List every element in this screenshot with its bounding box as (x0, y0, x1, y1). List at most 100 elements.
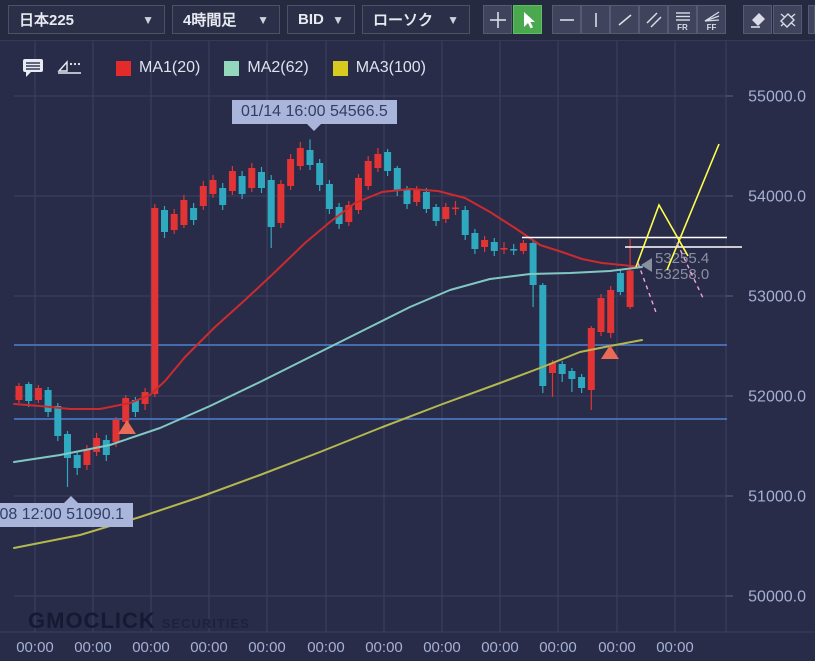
x-axis-label: 00:00 (365, 639, 403, 656)
symbol-label: 日本225 (19, 12, 75, 29)
candle-body (422, 192, 430, 209)
trend-marker-icon-button[interactable] (56, 58, 82, 78)
chevron-down-icon: ▼ (447, 12, 459, 27)
timeframe-select[interactable]: 4時間足 ▼ (172, 5, 280, 34)
brand-watermark: GMOCLICK SECURITIES (28, 608, 250, 634)
candle-body (248, 168, 256, 188)
horizontal-line-button[interactable] (552, 5, 581, 34)
chevron-down-icon: ▼ (332, 12, 344, 27)
indicator-legend: MA1(20) MA2(62) MA3(100) (22, 57, 426, 79)
yellow-zigzag-line (635, 203, 689, 268)
candle-body (325, 184, 333, 209)
low-tooltip-text: /08 12:00 51090.1 (0, 506, 125, 523)
current-price-pointer (641, 258, 652, 272)
candle-body (364, 161, 372, 186)
erase-all-icon (779, 12, 795, 28)
comment-icon-button[interactable] (22, 57, 46, 79)
candle-body (151, 208, 159, 394)
toolbar: 日本225 ▼ 4時間足 ▼ BID ▼ ローソク ▼ (0, 0, 815, 41)
x-axis-label: 00:00 (248, 639, 286, 656)
candle-body (626, 270, 634, 307)
ma1-line (13, 188, 641, 410)
trend-marker-icon (57, 60, 81, 74)
fibonacci-retracement-button[interactable]: FR (668, 5, 697, 34)
y-axis-label: 54000.0 (748, 189, 806, 206)
parallel-lines-button[interactable] (639, 5, 668, 34)
trend-line-button[interactable] (610, 5, 639, 34)
fibonacci-fan-icon (704, 10, 719, 22)
candle-body (267, 180, 275, 227)
legend-item-ma3[interactable]: MA3(100) (332, 59, 426, 77)
candle-body (54, 406, 62, 436)
candle-body (93, 438, 101, 452)
high-price-tooltip: 01/14 16:00 54566.5 (232, 100, 397, 131)
crosshair-icon (489, 11, 506, 28)
eraser-icon (750, 12, 765, 28)
candle-body (15, 386, 23, 400)
candle-body (616, 273, 624, 292)
chart-type-select[interactable]: ローソク ▼ (362, 5, 470, 34)
candle-body (568, 371, 576, 379)
candle-body (549, 363, 556, 373)
chart-type-label: ローソク (373, 12, 434, 29)
candle-body (597, 298, 605, 332)
comment-icon (23, 59, 43, 77)
eraser-button[interactable] (743, 5, 772, 34)
signal-triangle-marker (118, 420, 136, 434)
candle-body (44, 390, 52, 412)
price-type-label: BID (298, 11, 324, 28)
ma3-line (13, 339, 643, 549)
erase-all-button[interactable] (773, 5, 802, 34)
legend-item-ma1[interactable]: MA1(20) (116, 59, 200, 77)
candle-body (180, 200, 188, 225)
candle-body (374, 154, 382, 168)
symbol-select[interactable]: 日本225 ▼ (8, 5, 165, 34)
candle-body (442, 207, 450, 219)
price-type-select[interactable]: BID ▼ (287, 5, 355, 34)
horizontal-line-icon (559, 18, 574, 21)
fr-label: FR (677, 23, 688, 32)
candle-body (500, 248, 508, 250)
ma1-swatch (116, 60, 131, 76)
x-axis-label: 00:00 (307, 639, 345, 656)
candle-body (519, 243, 527, 251)
chevron-down-icon: ▼ (142, 12, 154, 27)
candle-body (25, 384, 33, 401)
candle-body (529, 243, 537, 285)
candle-body (384, 152, 392, 171)
candle-body (122, 398, 130, 422)
candle-body (102, 440, 110, 455)
candle-body (558, 364, 566, 374)
candle-body (355, 178, 362, 210)
candle-body (296, 148, 304, 166)
vertical-line-button[interactable] (581, 5, 610, 34)
ma2-label: MA2(62) (247, 59, 309, 76)
crosshair-button[interactable] (483, 5, 512, 34)
candle-body (316, 163, 324, 185)
legend-item-ma2[interactable]: MA2(62) (224, 59, 309, 77)
x-axis-label: 00:00 (656, 639, 694, 656)
toolbar-edge-button[interactable] (808, 5, 815, 34)
candle-body (481, 240, 489, 247)
parallel-lines-icon (645, 11, 662, 28)
pink-dashed-line (637, 262, 658, 316)
x-axis-label: 00:00 (74, 639, 112, 656)
x-axis-label: 00:00 (598, 639, 636, 656)
candle-body (161, 210, 168, 232)
signal-triangle-marker (601, 345, 619, 359)
cursor-button[interactable] (513, 5, 542, 34)
fibonacci-fan-button[interactable]: FF (697, 5, 726, 34)
y-axis-label: 50000.0 (748, 589, 806, 606)
candle-body (306, 150, 314, 165)
candle-body (228, 171, 236, 191)
candle-body (345, 205, 353, 222)
chevron-down-icon: ▼ (257, 12, 269, 27)
ff-label: FF (706, 23, 717, 32)
candle-body (64, 434, 71, 458)
candle-body (413, 190, 421, 202)
candle-body (190, 208, 198, 220)
x-axis-label: 00:00 (132, 639, 170, 656)
x-axis-label: 00:00 (539, 639, 577, 656)
current-price-tag: 53255.4 (655, 250, 709, 267)
